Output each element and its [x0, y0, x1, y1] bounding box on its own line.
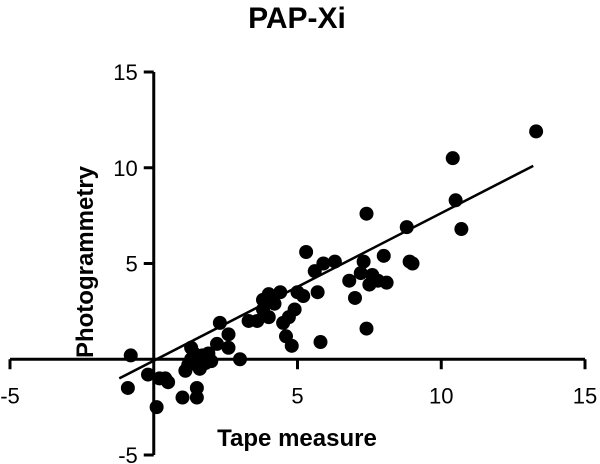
data-point [287, 302, 302, 317]
data-point [405, 256, 420, 271]
data-point [448, 193, 463, 208]
data-points [120, 124, 544, 415]
axes: -5 5 10 15 15 10 5 -5 [0, 60, 597, 464]
data-point [454, 222, 469, 237]
trend-line-group [118, 164, 534, 380]
y-tick-label: -5 [118, 443, 138, 464]
data-point [175, 390, 190, 405]
data-point [353, 266, 368, 281]
data-point [327, 254, 342, 269]
data-point [161, 375, 176, 390]
data-point [359, 321, 374, 336]
data-point [356, 254, 371, 269]
data-point [379, 275, 394, 290]
x-axis-label: Tape measure [217, 425, 377, 452]
data-point [376, 248, 391, 263]
data-point [299, 245, 314, 260]
data-point [261, 310, 276, 325]
data-point [316, 256, 331, 271]
data-point [210, 336, 224, 351]
x-tick-label: 5 [291, 383, 303, 408]
data-point [233, 352, 247, 367]
data-point [204, 354, 219, 369]
data-point [221, 327, 236, 342]
data-point [149, 400, 164, 415]
data-point [221, 340, 236, 355]
x-tick-label: -5 [0, 383, 20, 408]
data-point [250, 313, 265, 328]
data-point [273, 285, 288, 300]
y-tick-label: 10 [113, 156, 137, 181]
data-point [267, 296, 282, 311]
data-point [141, 367, 155, 382]
x-tick-label: 10 [429, 383, 453, 408]
data-point [359, 206, 374, 221]
data-point [212, 315, 227, 330]
data-point [529, 124, 544, 139]
data-point [445, 151, 460, 166]
data-point [189, 380, 204, 395]
y-tick-label: 5 [126, 252, 138, 277]
y-axis-label: Photogrammetry [72, 165, 99, 358]
data-point [184, 340, 199, 355]
data-point [348, 290, 362, 305]
data-point [342, 273, 357, 288]
data-point [189, 390, 204, 405]
data-point [310, 285, 325, 300]
data-point [296, 289, 311, 304]
chart-title: PAP-Xi [248, 2, 346, 35]
data-point [120, 380, 135, 395]
trend-line [118, 164, 534, 380]
data-point [399, 220, 414, 235]
data-point [123, 348, 138, 363]
data-point [284, 338, 299, 353]
y-tick-label: 15 [113, 60, 137, 85]
data-point [313, 335, 328, 350]
x-tick-label: 15 [573, 383, 597, 408]
